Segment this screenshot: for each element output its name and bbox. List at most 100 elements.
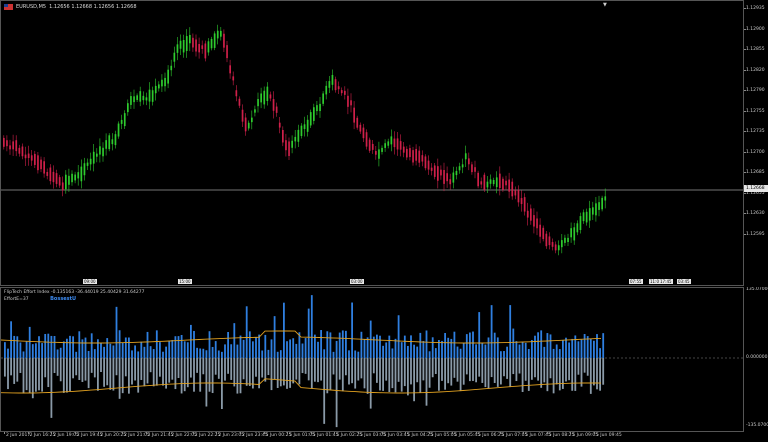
time-tick-label: 5 Jun 03:45 [383, 433, 410, 438]
candle-body [368, 139, 371, 151]
histogram-bar-up [456, 346, 459, 358]
histogram-bar-down [140, 358, 143, 380]
histogram-bar-down [428, 358, 431, 388]
histogram-bar-down [391, 358, 394, 389]
time-tick [523, 432, 525, 434]
price-scale[interactable]: 1.12935 1.12900 1.12855 1.12820 1.12790 1.127… [744, 0, 768, 286]
histogram-bar-up [360, 331, 363, 358]
histogram-bar-up [224, 344, 226, 358]
histogram-bar-down [354, 358, 357, 389]
indicator-tick-label: 135.070000 [746, 287, 768, 292]
time-tick-label: 2 Jun 19:45 [76, 433, 103, 438]
histogram-bar-down [338, 358, 341, 380]
histogram-bar-up [162, 351, 164, 358]
histogram-bar-up [450, 338, 453, 358]
candle-body [77, 172, 80, 179]
candle-body [461, 164, 464, 168]
chart-time-label: 03:45 [677, 279, 691, 284]
histogram-bar-down [462, 358, 465, 385]
histogram-bar-down [326, 358, 329, 394]
histogram-bar-down [28, 358, 31, 393]
histogram-bar-up [50, 335, 53, 358]
histogram-bar-down [196, 358, 198, 373]
histogram-bar-up [323, 349, 326, 358]
candle-body [251, 117, 253, 123]
price-chart-pane[interactable]: EURUSD,M5 1.12656 1.12668 1.12656 1.1266… [0, 0, 744, 286]
histogram-bar-down [407, 358, 409, 396]
histogram-bar-up [338, 332, 341, 358]
histogram-bar-down [4, 358, 6, 377]
histogram-bar-down [258, 358, 260, 389]
histogram-bar-down [568, 358, 570, 381]
indicator-scale[interactable]: 135.070000 0.000000 -135.070000 [744, 287, 768, 432]
indicator-histogram[interactable] [1, 288, 744, 432]
histogram-bar-up [62, 341, 65, 358]
histogram-bar-down [593, 358, 595, 386]
histogram-bar-up [413, 344, 415, 358]
time-tick-label: 5 Jun 09:05 [572, 433, 599, 438]
triangle-down-icon[interactable]: ▼ [603, 2, 607, 8]
time-tick-label: 2 Jun 16:25 [29, 433, 56, 438]
histogram-bar-down [149, 358, 152, 373]
time-axis[interactable]: 2 Jun 2017 2 Jun 16:25 2 Jun 19:05 2 Jun 19… [0, 432, 744, 442]
histogram-bar-up [227, 331, 229, 358]
indicator-pane[interactable]: FlipTech Effort Index -0.135163 -36.4401… [0, 287, 744, 432]
histogram-bar-down [357, 358, 360, 381]
time-tick-label: 5 Jun 05:45 [454, 433, 481, 438]
histogram-bar-down [537, 358, 539, 381]
histogram-bar-up [403, 335, 406, 358]
histogram-bar-down [47, 358, 50, 388]
histogram-bar-down [589, 358, 592, 394]
histogram-bar-down [186, 358, 189, 388]
price-tick-label: 1.12855 [746, 47, 765, 52]
histogram-bar-down [500, 358, 502, 385]
histogram-bar-down [217, 358, 220, 379]
histogram-bar-down [596, 358, 598, 390]
candle-body [182, 39, 185, 53]
price-tick-label: 1.12820 [746, 67, 765, 73]
indicator-selected-label[interactable]: BossestU [50, 296, 77, 302]
histogram-bar-up [472, 331, 474, 358]
histogram-bar-up [10, 321, 12, 358]
histogram-bar-up [487, 337, 490, 358]
histogram-bar-up [252, 341, 254, 358]
histogram-bar-down [236, 358, 239, 394]
histogram-bar-down [270, 358, 273, 391]
histogram-bar-down [345, 358, 347, 376]
candle-body [365, 132, 368, 147]
candle-body [83, 163, 86, 176]
price-tick [744, 8, 746, 9]
candle-body [378, 149, 380, 159]
histogram-bar-up [326, 331, 329, 358]
candle-body [161, 79, 163, 87]
candle-body [443, 170, 445, 184]
histogram-bar-up [44, 333, 47, 358]
histogram-bar-down [81, 358, 84, 382]
histogram-bar-up [462, 343, 465, 358]
histogram-bar-up [16, 336, 19, 358]
histogram-bar-up [69, 335, 71, 358]
histogram-bar-down [314, 358, 316, 382]
histogram-bar-down [16, 358, 19, 382]
histogram-bar-down [152, 358, 155, 387]
histogram-bar-down [317, 358, 319, 383]
histogram-bar-up [221, 351, 223, 358]
histogram-bar-down [205, 358, 208, 407]
histogram-bar-down [69, 358, 71, 392]
candle-body [520, 198, 523, 205]
histogram-bar-up [425, 330, 428, 358]
price-tick [744, 233, 746, 235]
chart-time-label: 03:00 [350, 279, 364, 284]
candle-body [471, 164, 473, 173]
histogram-bar-down [419, 358, 422, 393]
candle-body [99, 146, 101, 155]
candle-body [523, 197, 526, 212]
candle-body [576, 223, 579, 233]
time-tick-label: 2 Jun 21:05 [124, 433, 150, 438]
histogram-bar-down [112, 358, 115, 391]
candlestick-chart[interactable] [1, 1, 744, 286]
histogram-bar-up [168, 340, 171, 358]
histogram-bar-down [62, 358, 65, 393]
indicator-subtitle: EffortE=37 [4, 297, 29, 302]
histogram-bar-up [422, 341, 425, 358]
